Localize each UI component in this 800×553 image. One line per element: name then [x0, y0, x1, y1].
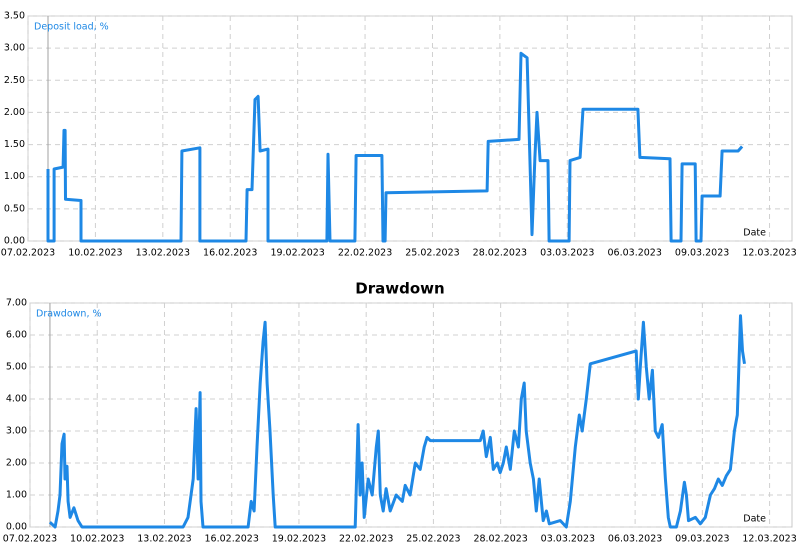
y-tick-label: 3.50 [4, 11, 25, 22]
plot-area [27, 15, 793, 242]
x-tick-label: 22.02.2023 [339, 534, 393, 545]
x-tick-label: 03.03.2023 [541, 534, 595, 545]
y-tick-label: 1.50 [4, 139, 25, 150]
x-tick-label: 09.03.2023 [675, 248, 729, 259]
x-tick-label: 22.02.2023 [338, 248, 392, 259]
x-tick-label: 06.03.2023 [608, 534, 662, 545]
x-tick-label: 28.02.2023 [473, 248, 527, 259]
x-tick-label: 25.02.2023 [406, 534, 460, 545]
y-tick-label: 6.00 [6, 330, 27, 341]
line [46, 51, 744, 243]
y-tick-label: 2.00 [4, 107, 25, 118]
y-tick-label: 4.00 [6, 394, 27, 405]
y-tick-label: 3.00 [4, 43, 25, 54]
y-tick-label: 0.50 [4, 203, 25, 214]
x-tick-label: 25.02.2023 [405, 248, 459, 259]
y-tick-label: 0.00 [6, 522, 27, 533]
y-tick-label: 3.00 [6, 426, 27, 437]
x-tick-label: 10.02.2023 [70, 534, 124, 545]
x-tick-label: 13.02.2023 [137, 534, 191, 545]
x-tick-label: 28.02.2023 [473, 534, 527, 545]
y-tick-label: 2.50 [4, 75, 25, 86]
x-tick-label: 12.03.2023 [742, 534, 796, 545]
y-tick-label: 0.00 [4, 236, 25, 247]
x-tick-label: 19.02.2023 [272, 534, 326, 545]
x-tick-label: 03.03.2023 [540, 248, 594, 259]
x-tick-label: 10.02.2023 [68, 248, 122, 259]
x-tick-label: 07.02.2023 [1, 248, 55, 259]
x-axis-label: Date [743, 228, 766, 239]
x-tick-label: 09.03.2023 [675, 534, 729, 545]
y-tick-label: 2.00 [6, 458, 27, 469]
x-tick-label: 06.03.2023 [608, 248, 662, 259]
x-tick-label: 13.02.2023 [136, 248, 190, 259]
line [48, 314, 746, 529]
y-tick-label: 7.00 [6, 298, 27, 309]
x-tick-label: 16.02.2023 [205, 534, 259, 545]
y-axis-label: Deposit load, % [34, 22, 109, 33]
chart-title: Drawdown [355, 280, 444, 298]
x-tick-label: 16.02.2023 [203, 248, 257, 259]
x-axis-label: Date [743, 514, 766, 525]
x-tick-label: 07.02.2023 [3, 534, 57, 545]
y-tick-label: 5.00 [6, 362, 27, 373]
x-tick-label: 12.03.2023 [742, 248, 796, 259]
y-tick-label: 1.00 [6, 490, 27, 501]
y-tick-label: 1.00 [4, 171, 25, 182]
x-tick-label: 19.02.2023 [270, 248, 324, 259]
y-axis-label: Drawdown, % [36, 309, 102, 320]
